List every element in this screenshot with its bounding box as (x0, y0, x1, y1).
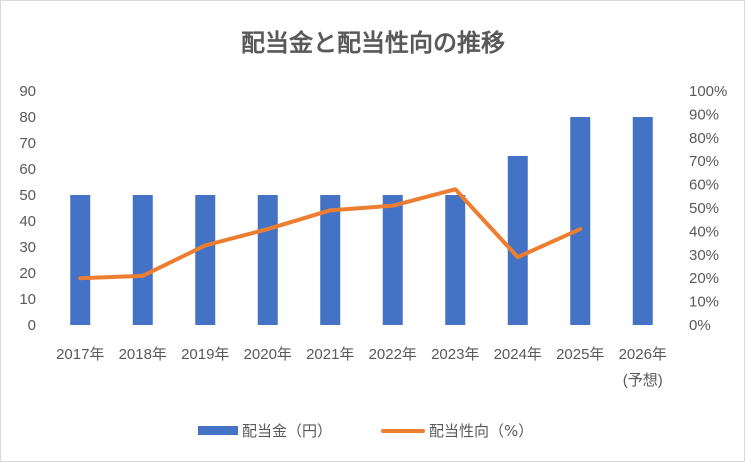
x-tick-label: 2018年 (119, 346, 167, 363)
x-tick-label: 2024年 (494, 346, 542, 363)
legend-bar-swatch (198, 426, 238, 435)
bar (632, 117, 653, 325)
legend-bar-label: 配当金（円） (242, 422, 332, 440)
y-left-tick-label: 30 (19, 239, 36, 256)
y-left-tick-label: 90 (19, 83, 36, 100)
bar (570, 117, 591, 325)
y-left-tick-label: 0 (28, 317, 36, 334)
legend: 配当金（円） 配当性向（%） (198, 422, 533, 440)
bar (445, 195, 466, 325)
y-right-tick-label: 80% (689, 130, 719, 147)
y-left-tick-label: 20 (19, 265, 36, 282)
y-right-tick-label: 20% (689, 270, 719, 287)
x-tick-label: 2017年 (56, 346, 104, 363)
y-left-tick-label: 60 (19, 161, 36, 178)
y-axis-right: 0% 10% 20% 30% 40% 50% 60% 70% 80% 90% 100% (689, 83, 727, 334)
line-point (267, 228, 269, 230)
y-right-tick-label: 30% (689, 247, 719, 264)
bar (195, 195, 216, 325)
x-tick-label: 2022年 (369, 346, 417, 363)
y-right-tick-label: 90% (689, 106, 719, 123)
line-series (78, 187, 583, 281)
x-tick-label: 2023年 (431, 346, 479, 363)
line-point (517, 256, 519, 258)
line-point (392, 205, 394, 207)
line-point (142, 275, 144, 277)
line-point (329, 209, 331, 211)
bar-series (70, 117, 653, 325)
bar (382, 195, 403, 325)
y-left-tick-label: 80 (19, 109, 36, 126)
y-right-tick-label: 60% (689, 177, 719, 194)
x-tick-label: 2019年 (181, 346, 229, 363)
x-tick-label: 2020年 (244, 346, 292, 363)
y-right-tick-label: 70% (689, 153, 719, 170)
legend-line-label: 配当性向（%） (429, 422, 533, 440)
x-tick-sublabel: (予想) (623, 372, 663, 389)
y-right-tick-label: 10% (689, 294, 719, 311)
y-left-tick-label: 40 (19, 213, 36, 230)
y-left-tick-label: 10 (19, 291, 36, 308)
line-point (579, 228, 581, 230)
y-left-tick-label: 70 (19, 135, 36, 152)
bar (257, 195, 278, 325)
bar (132, 195, 153, 325)
x-tick-label: 2025年 (556, 346, 604, 363)
bar (507, 156, 528, 325)
y-right-tick-label: 40% (689, 223, 719, 240)
x-tick-label: 2021年 (306, 346, 354, 363)
x-tick-label: 2026年 (619, 346, 667, 363)
bar (320, 195, 341, 325)
chart-title: 配当金と配当性向の推移 (241, 29, 505, 57)
line-point (204, 244, 206, 246)
y-right-tick-label: 100% (689, 83, 727, 100)
y-axis-left: 0 10 20 30 40 50 60 70 80 90 (19, 83, 36, 334)
line-point (79, 277, 81, 279)
y-left-tick-label: 50 (19, 187, 36, 204)
x-axis: 2017年 2018年 2019年 2020年 2021年 2022年 2023年 2024年… (56, 346, 667, 389)
line-point (454, 188, 456, 190)
y-right-tick-label: 50% (689, 200, 719, 217)
bar (70, 195, 91, 325)
y-right-tick-label: 0% (689, 317, 711, 334)
